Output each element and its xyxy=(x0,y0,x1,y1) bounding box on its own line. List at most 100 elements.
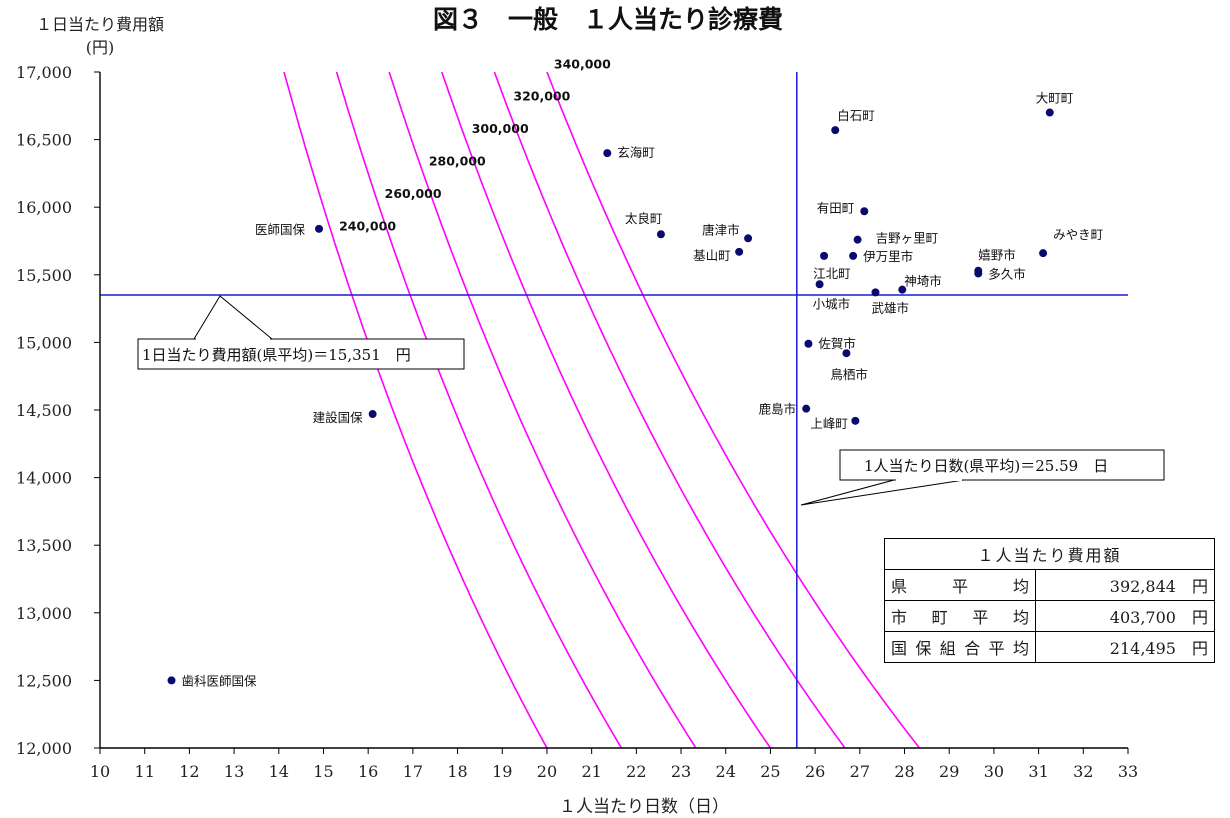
y-tick-label: 14,000 xyxy=(16,469,72,488)
y-tick-label: 16,500 xyxy=(16,131,72,150)
chart-title: 図３ 一般 １人当たり診療費 xyxy=(433,5,783,34)
data-point xyxy=(744,234,753,243)
summary-header: １人当たり費用額 xyxy=(884,538,1215,570)
data-point-label: 建設国保 xyxy=(313,410,364,425)
x-tick-label: 21 xyxy=(581,762,601,781)
data-point-label: 鳥栖市 xyxy=(830,367,868,382)
summary-row-label: 市町平均 xyxy=(884,600,1036,632)
x-tick-label: 25 xyxy=(760,762,780,781)
data-point-label: 江北町 xyxy=(813,266,851,281)
x-tick-label: 10 xyxy=(90,762,110,781)
y-axis-label-line1: １日当たり費用額 xyxy=(36,15,164,34)
data-point-label: 多久市 xyxy=(988,266,1026,281)
data-point xyxy=(603,149,612,158)
y-tick-label: 15,000 xyxy=(16,333,72,352)
summary-row-value: 403,700 xyxy=(1109,608,1176,627)
data-point xyxy=(851,416,860,425)
summary-header-row: １人当たり費用額 xyxy=(884,538,1215,570)
x-tick-label: 30 xyxy=(984,762,1004,781)
x-tick-label: 22 xyxy=(626,762,646,781)
iso-cost-curve xyxy=(388,72,697,748)
summary-row: 市町平均 403,700 円 xyxy=(884,600,1215,632)
y-tick-label: 12,000 xyxy=(16,739,72,758)
y-tick-label: 17,000 xyxy=(16,63,72,82)
x-tick-label: 26 xyxy=(805,762,825,781)
days-avg-callout-text: 1人当たり日数(県平均)＝25.59 日 xyxy=(864,457,1108,475)
summary-table: １人当たり費用額 県平均 392,844 円 市町平均 403,700 円 国保… xyxy=(884,538,1215,663)
data-point xyxy=(898,285,907,294)
iso-cost-label: 320,000 xyxy=(513,89,570,104)
data-point-label: 神埼市 xyxy=(904,274,942,289)
iso-cost-curve xyxy=(283,72,548,748)
iso-cost-label: 240,000 xyxy=(339,219,396,234)
data-point xyxy=(1045,108,1054,117)
data-point xyxy=(831,126,840,135)
data-point xyxy=(860,207,869,216)
summary-row: 国保組合平均 214,495 円 xyxy=(884,631,1215,663)
summary-row-unit: 円 xyxy=(1191,577,1208,596)
x-tick-label: 31 xyxy=(1028,762,1048,781)
y-tick-label: 16,000 xyxy=(16,198,72,217)
iso-cost-curve xyxy=(493,72,846,748)
data-point xyxy=(815,280,824,289)
x-tick-label: 12 xyxy=(179,762,199,781)
data-point xyxy=(368,410,377,419)
summary-row-label: 県平均 xyxy=(884,569,1036,601)
x-tick-label: 32 xyxy=(1073,762,1093,781)
x-tick-label: 15 xyxy=(313,762,333,781)
x-tick-label: 23 xyxy=(671,762,691,781)
x-tick-label: 28 xyxy=(894,762,914,781)
x-tick-label: 24 xyxy=(716,762,736,781)
data-point-label: 鹿島市 xyxy=(759,402,797,417)
data-point-label: 有田町 xyxy=(817,200,855,215)
data-point-label: みやき町 xyxy=(1053,227,1103,242)
data-point xyxy=(735,247,744,256)
iso-cost-label: 260,000 xyxy=(385,186,442,201)
data-point xyxy=(167,676,176,685)
iso-cost-curve xyxy=(441,72,772,748)
iso-cost-label: 300,000 xyxy=(472,121,529,136)
iso-cost-label: 340,000 xyxy=(554,56,611,71)
data-point-label: 基山町 xyxy=(693,248,731,263)
summary-row-unit: 円 xyxy=(1191,608,1208,627)
data-point-label: 佐賀市 xyxy=(818,336,856,351)
data-point-label: 大町町 xyxy=(1036,91,1074,106)
x-tick-label: 29 xyxy=(939,762,959,781)
x-tick-label: 17 xyxy=(403,762,423,781)
x-tick-label: 18 xyxy=(447,762,467,781)
data-point xyxy=(315,224,324,233)
y-tick-label: 13,000 xyxy=(16,604,72,623)
data-point-label: 伊万里市 xyxy=(863,249,913,264)
iso-cost-label: 280,000 xyxy=(429,154,486,169)
cost-avg-callout-pointer xyxy=(193,295,273,340)
data-point xyxy=(871,288,880,297)
reference-lines xyxy=(100,72,1128,748)
data-point xyxy=(974,269,983,278)
data-point xyxy=(853,235,862,244)
summary-row-value: 214,495 xyxy=(1109,639,1176,658)
x-tick-label: 14 xyxy=(269,762,289,781)
data-point xyxy=(849,251,858,260)
data-point-label: 白石町 xyxy=(837,108,875,123)
y-tick-label: 13,500 xyxy=(16,536,72,555)
x-axis-label: １人当たり日数（日） xyxy=(559,797,729,817)
days-avg-callout-box xyxy=(839,449,1165,481)
x-tick-label: 20 xyxy=(537,762,557,781)
summary-row-label: 国保組合平均 xyxy=(884,631,1036,663)
data-point-label: 医師国保 xyxy=(255,222,306,237)
summary-row: 県平均 392,844 円 xyxy=(884,569,1215,601)
data-point-label: 武雄市 xyxy=(871,300,909,315)
data-point-label: 小城市 xyxy=(813,296,851,311)
data-point-label: 上峰町 xyxy=(810,416,848,431)
iso-cost-curve xyxy=(335,72,623,748)
data-point-label: 唐津市 xyxy=(702,222,740,237)
cost-avg-callout-box xyxy=(137,338,465,370)
data-point-label: 太良町 xyxy=(625,211,663,226)
data-point xyxy=(802,404,811,413)
axes: 10 11 12 13 14 15 16 17 18 19 20 21 22 23 24 25 26 27 28 29… xyxy=(16,63,1138,781)
x-tick-label: 16 xyxy=(358,762,378,781)
x-tick-label: 33 xyxy=(1118,762,1138,781)
data-point xyxy=(804,339,813,348)
x-tick-label: 13 xyxy=(224,762,244,781)
